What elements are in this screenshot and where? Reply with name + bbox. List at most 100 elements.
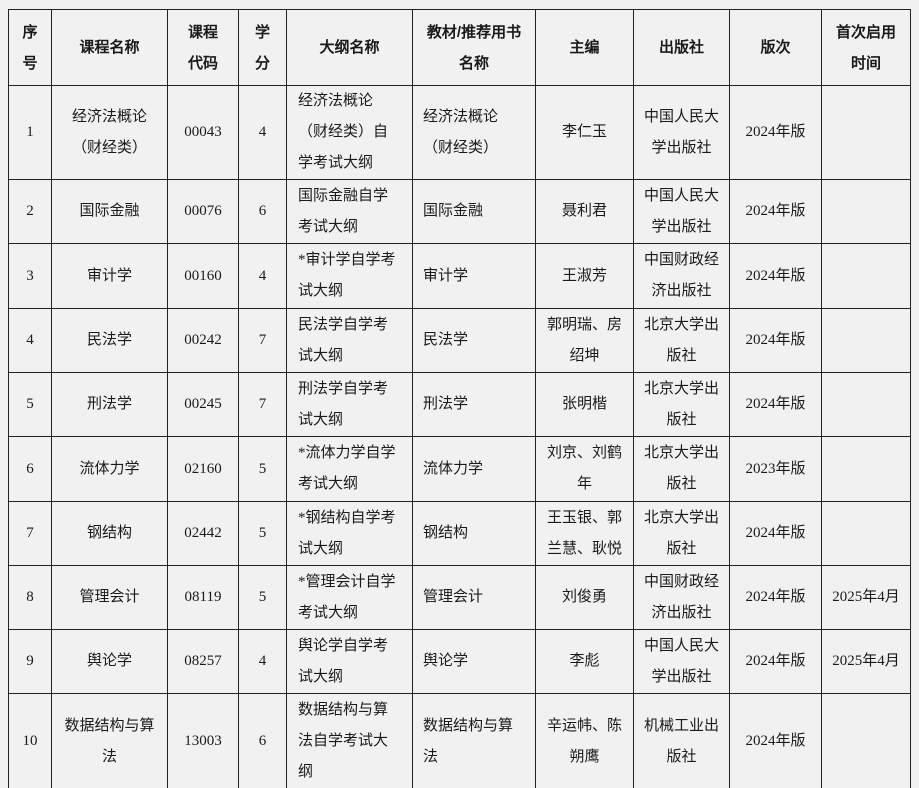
table-cell: 国际金融: [51, 179, 168, 244]
table-cell: 经济法概论（财经类）: [412, 85, 536, 180]
table-cell: 李彪: [535, 629, 634, 694]
table-cell: 钢结构: [51, 501, 168, 566]
table-cell: 9: [8, 629, 52, 694]
table-cell: 聂利君: [535, 179, 634, 244]
table-cell: 4: [8, 308, 52, 373]
table-cell: 6: [238, 179, 287, 244]
table-cell: 李仁玉: [535, 85, 634, 180]
table-cell: 3: [8, 243, 52, 309]
table-cell: 民法学: [51, 308, 168, 373]
column-header-6: 主编: [535, 9, 634, 86]
table-cell: 舆论学自学考试大纲: [286, 629, 413, 694]
table-cell: 中国人民大学出版社: [633, 629, 730, 694]
table-cell: 2024年版: [729, 179, 822, 244]
column-header-9: 首次启用时间: [821, 9, 911, 86]
table-cell: 4: [238, 85, 287, 180]
table-cell: 北京大学出版社: [633, 308, 730, 373]
table-cell: 2025年4月: [821, 565, 911, 630]
table-cell: 00076: [167, 179, 239, 244]
table-cell: 08257: [167, 629, 239, 694]
table-cell: 流体力学: [412, 436, 536, 502]
table-cell: 7: [238, 308, 287, 373]
table-cell: 2024年版: [729, 693, 822, 788]
table-cell: 中国财政经济出版社: [633, 565, 730, 630]
table-cell: 00160: [167, 243, 239, 309]
table-row: 9 舆论学 08257 4 舆论学自学考试大纲 舆论学 李彪 中国人民大学出版社 2024年版 2…: [8, 629, 911, 694]
table-cell: 4: [238, 629, 287, 694]
table-row: 10 数据结构与算法 13003 6 数据结构与算法自学考试大纲 数据结构与算法 辛运帏、陈…: [8, 693, 911, 788]
table-row: 4 民法学 00242 7 民法学自学考试大纲 民法学 郭明瑞、房绍坤 北京大学出版社 2024…: [8, 308, 911, 373]
table-cell: 02442: [167, 501, 239, 566]
table-cell: 2024年版: [729, 629, 822, 694]
table-cell: 1: [8, 85, 52, 180]
column-header-8: 版次: [729, 9, 822, 86]
table-cell: [821, 179, 911, 244]
table-cell: 北京大学出版社: [633, 501, 730, 566]
table-cell: 经济法概论（财经类）: [51, 85, 168, 180]
table-cell: 刑法学: [51, 372, 168, 437]
header-row: 序号 课程名称 课程代码 学分 大纲名称 教材/推荐用书名称 主编 出版社 版次 首次启用时间: [8, 9, 911, 86]
table-cell: 管理会计: [412, 565, 536, 630]
table-row: 1 经济法概论（财经类） 00043 4 经济法概论（财经类）自学考试大纲 经济法概论（财…: [8, 85, 911, 180]
table-cell: [821, 372, 911, 437]
table-cell: 王淑芳: [535, 243, 634, 309]
table-cell: 管理会计: [51, 565, 168, 630]
table-cell: 7: [8, 501, 52, 566]
table-row: 2 国际金融 00076 6 国际金融自学考试大纲 国际金融 聂利君 中国人民大学出版社 202…: [8, 179, 911, 244]
table-cell: 2024年版: [729, 85, 822, 180]
table-cell: 2024年版: [729, 243, 822, 309]
table-cell: 舆论学: [51, 629, 168, 694]
table-cell: 10: [8, 693, 52, 788]
table-cell: 张明楷: [535, 372, 634, 437]
table-cell: 2024年版: [729, 501, 822, 566]
table-cell: 2025年4月: [821, 629, 911, 694]
table-cell: [821, 85, 911, 180]
table-cell: *管理会计自学考试大纲: [286, 565, 413, 630]
table-header: 序号 课程名称 课程代码 学分 大纲名称 教材/推荐用书名称 主编 出版社 版次 首次启用时间: [8, 9, 911, 86]
table-body: 1 经济法概论（财经类） 00043 4 经济法概论（财经类）自学考试大纲 经济法概论（财…: [8, 85, 911, 788]
table-cell: 北京大学出版社: [633, 372, 730, 437]
table-cell: 5: [238, 501, 287, 566]
table-cell: 国际金融: [412, 179, 536, 244]
table-cell: 7: [238, 372, 287, 437]
table-cell: 5: [238, 436, 287, 502]
table-cell: 数据结构与算法: [51, 693, 168, 788]
table-cell: 02160: [167, 436, 239, 502]
column-header-3: 学分: [238, 9, 287, 86]
column-header-1: 课程名称: [51, 9, 168, 86]
table-cell: 刘俊勇: [535, 565, 634, 630]
table-cell: 舆论学: [412, 629, 536, 694]
table-cell: 5: [238, 565, 287, 630]
courses-table: 序号 课程名称 课程代码 学分 大纲名称 教材/推荐用书名称 主编 出版社 版次 首次启用时间 1…: [8, 9, 911, 788]
table-row: 8 管理会计 08119 5 *管理会计自学考试大纲 管理会计 刘俊勇 中国财政经济出版社 20…: [8, 565, 911, 630]
table-cell: 数据结构与算法: [412, 693, 536, 788]
table-cell: 00245: [167, 372, 239, 437]
table-cell: 6: [238, 693, 287, 788]
table-cell: 5: [8, 372, 52, 437]
table-cell: 北京大学出版社: [633, 436, 730, 502]
table-cell: 2023年版: [729, 436, 822, 502]
table-cell: 6: [8, 436, 52, 502]
table-cell: *流体力学自学考试大纲: [286, 436, 413, 502]
table-cell: 8: [8, 565, 52, 630]
table-cell: 00043: [167, 85, 239, 180]
table-cell: 刑法学自学考试大纲: [286, 372, 413, 437]
table-cell: 国际金融自学考试大纲: [286, 179, 413, 244]
column-header-4: 大纲名称: [286, 9, 413, 86]
table-cell: 13003: [167, 693, 239, 788]
table-row: 7 钢结构 02442 5 *钢结构自学考试大纲 钢结构 王玉银、郭兰慧、耿悦 北京大学出版社…: [8, 501, 911, 566]
table-cell: 民法学自学考试大纲: [286, 308, 413, 373]
table-cell: 刘京、刘鹤年: [535, 436, 634, 502]
table-cell: [821, 436, 911, 502]
column-header-0: 序号: [8, 9, 52, 86]
table-cell: 08119: [167, 565, 239, 630]
table-cell: 钢结构: [412, 501, 536, 566]
table-cell: [821, 308, 911, 373]
table-row: 3 审计学 00160 4 *审计学自学考试大纲 审计学 王淑芳 中国财政经济出版社 2024年…: [8, 243, 911, 309]
table-cell: 数据结构与算法自学考试大纲: [286, 693, 413, 788]
table-cell: [821, 243, 911, 309]
table-cell: 流体力学: [51, 436, 168, 502]
table-cell: 2024年版: [729, 308, 822, 373]
table-cell: 审计学: [51, 243, 168, 309]
